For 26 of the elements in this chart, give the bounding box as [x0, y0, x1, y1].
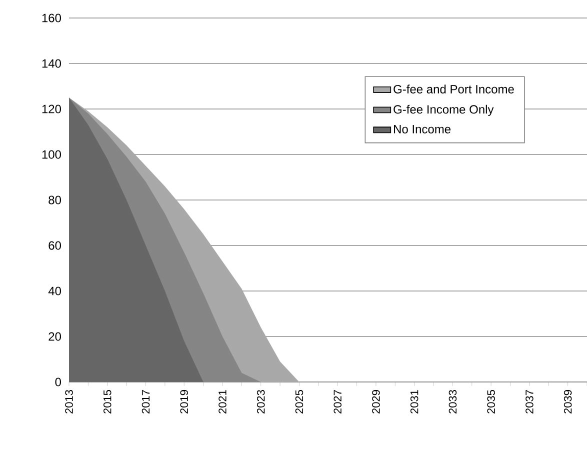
x-tick-label: 2029: [372, 390, 380, 414]
x-tick-label: 2025: [295, 390, 304, 414]
y-tick-label: 60: [48, 241, 62, 250]
x-tick-label: 2021: [218, 390, 226, 414]
y-tick-label: 120: [42, 104, 61, 114]
legend-label: G-fee Income Only: [394, 104, 494, 116]
x-tick-label: 2013: [65, 390, 73, 414]
x-tick-label: 2037: [526, 390, 534, 414]
y-tick-label: 0: [55, 378, 62, 386]
x-tick-label: 2033: [448, 390, 457, 414]
y-tick-label: 100: [42, 150, 61, 159]
x-tick-label: 2017: [142, 390, 150, 414]
x-tick-label: 2031: [410, 390, 418, 414]
legend-label: G-fee and Port Income: [394, 84, 514, 94]
x-tick-label: 2039: [564, 390, 572, 414]
y-tick-label: 80: [48, 196, 62, 204]
x-tick-label: 2035: [487, 390, 495, 414]
x-tick-label: 2023: [256, 390, 265, 414]
legend-label: No Income: [394, 125, 451, 134]
y-tick-label: 160: [42, 14, 61, 22]
y-tick-label: 40: [48, 286, 62, 296]
x-tick-label: 2027: [334, 390, 342, 414]
x-tick-label: 2019: [180, 390, 188, 414]
x-tick-label: 2015: [103, 390, 112, 414]
y-tick-label: 20: [48, 332, 62, 341]
y-tick-label: 140: [42, 59, 61, 68]
